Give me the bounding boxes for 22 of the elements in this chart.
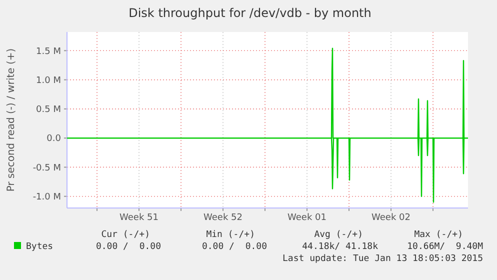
y-tick-label: 0.5 M — [36, 105, 61, 116]
text: Min (-/+) — [206, 230, 255, 240]
x-tick-label: Week 01 — [288, 213, 326, 223]
y-tick-label: -0.5 M — [32, 163, 61, 174]
legend-label: Bytes — [26, 242, 54, 252]
y-tick-label: 1.0 M — [36, 76, 61, 86]
text: 0.00 / 0.00 — [202, 242, 267, 252]
chart-title: Disk throughput for /dev/vdb - by month — [128, 6, 372, 20]
y-tick-label: 1.5 M — [36, 46, 61, 57]
text: 44.18k/ 41.18k — [302, 242, 379, 252]
x-tick-label: Week 02 — [372, 213, 410, 223]
x-tick-label: Week 52 — [204, 213, 242, 223]
x-tick-label: Week 51 — [120, 213, 158, 223]
text: 0.00 / 0.00 — [96, 242, 161, 252]
text: Max (-/+) — [414, 230, 463, 240]
y-tick-label: -1.0 M — [32, 192, 61, 202]
text: Cur (-/+) — [101, 230, 150, 240]
text: Last update: Tue Jan 13 18:05:03 2015 — [282, 254, 483, 264]
text: Avg (-/+) — [314, 230, 363, 240]
y-tick-label: 0.0 — [46, 134, 62, 144]
text: 10.66M/ 9.40M — [407, 242, 484, 252]
y-axis-title: Pr second read (-) / write (+) — [6, 48, 17, 192]
